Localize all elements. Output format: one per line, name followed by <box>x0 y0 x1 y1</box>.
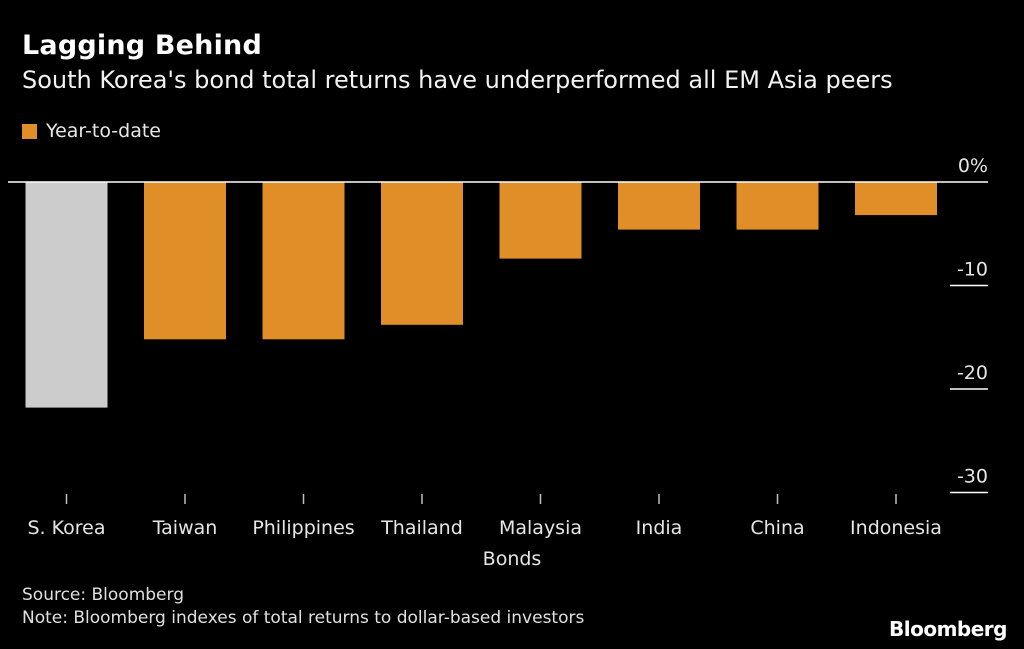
legend-label: Year-to-date <box>46 120 161 142</box>
source-note: Source: Bloomberg <box>22 585 184 605</box>
bar-china <box>736 182 819 230</box>
x-tick-label: Malaysia <box>499 517 582 539</box>
legend-swatch <box>22 123 37 139</box>
x-tick-label: India <box>636 517 683 539</box>
chart-title: Lagging Behind <box>22 30 262 61</box>
x-tick-label: Thailand <box>380 517 463 539</box>
y-tick-label: -20 <box>957 362 988 384</box>
x-axis-title: Bonds <box>483 548 542 570</box>
y-tick-label: 0% <box>958 155 988 177</box>
x-tick-label: S. Korea <box>27 517 105 539</box>
bar-indonesia <box>855 182 937 216</box>
y-tick-label: -10 <box>957 259 988 281</box>
y-tick-label: -30 <box>957 466 988 488</box>
bar-malaysia <box>499 182 582 259</box>
bar-thailand <box>381 182 463 325</box>
bar-taiwan <box>144 182 226 340</box>
bar-s-korea <box>25 182 108 408</box>
x-tick-label: China <box>750 517 804 539</box>
legend: Year-to-date <box>22 120 161 142</box>
bar-philippines <box>262 182 345 340</box>
x-tick-label: Taiwan <box>152 517 218 539</box>
x-tick-label: Philippines <box>252 517 354 539</box>
bar-india <box>618 182 700 230</box>
x-tick-label: Indonesia <box>850 517 942 539</box>
footnote: Note: Bloomberg indexes of total returns… <box>22 608 585 628</box>
chart-subtitle: South Korea's bond total returns have un… <box>22 66 893 94</box>
bloomberg-logo: Bloomberg <box>889 617 1007 641</box>
